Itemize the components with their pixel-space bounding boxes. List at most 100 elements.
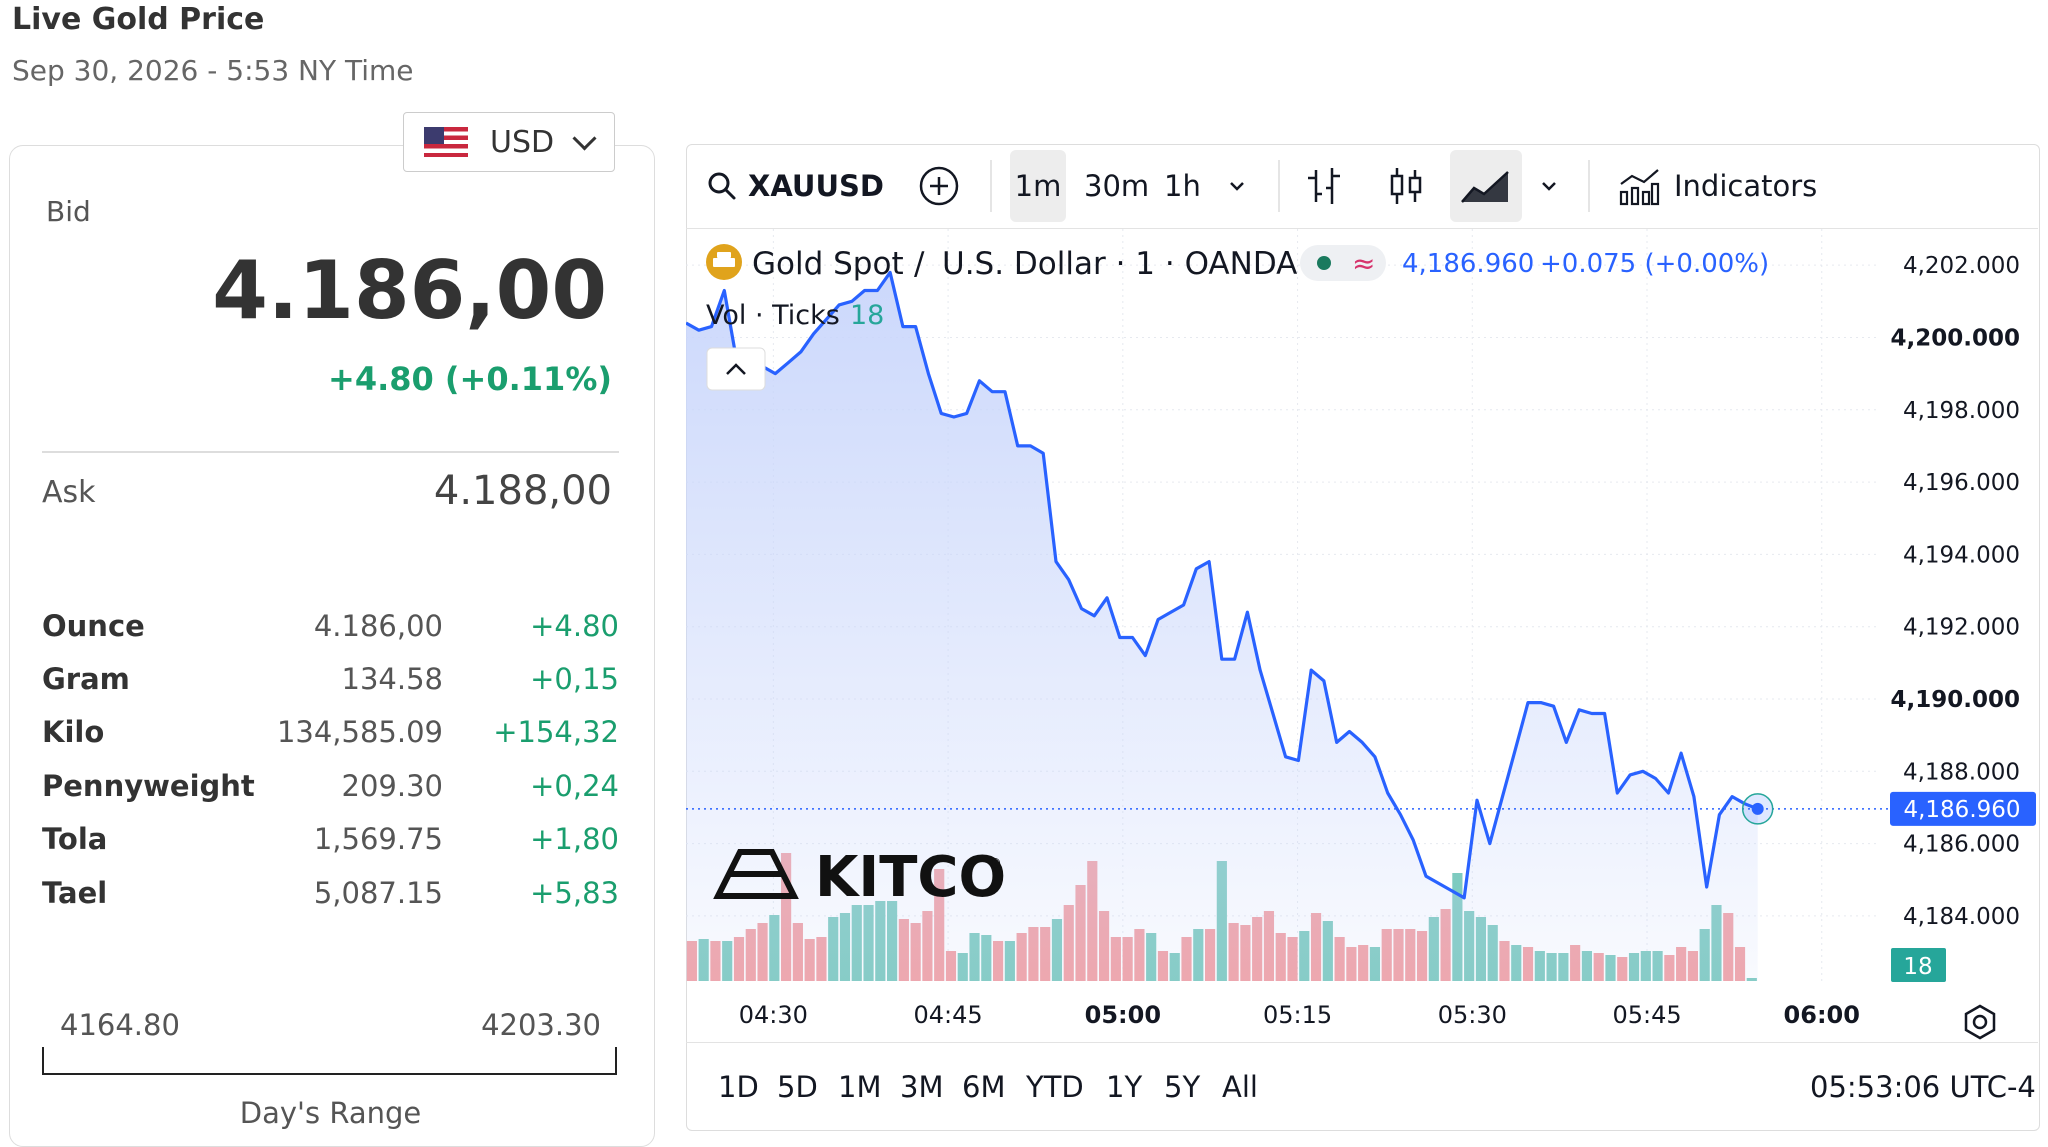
last-price-dot	[1741, 793, 1774, 825]
y-tick-label: 4,186.000	[1903, 832, 2020, 858]
range-1m[interactable]: 1M	[838, 1070, 882, 1104]
unit-price: 4.186,00	[313, 609, 443, 643]
interval-1h[interactable]: 1h	[1164, 169, 1201, 203]
indicators-button[interactable]: Indicators	[1618, 144, 1817, 228]
page-title: Live Gold Price	[12, 2, 265, 37]
x-tick-label: 04:30	[739, 1001, 808, 1029]
legend-price: 4,186.960	[1402, 249, 1534, 279]
interval-30m[interactable]: 30m	[1084, 169, 1150, 203]
plus-circle-icon	[919, 166, 959, 206]
unit-row: Kilo 134,585.09 +154,32	[42, 715, 619, 765]
y-tick-label: 4,190.000	[1891, 687, 2021, 713]
interval-1m[interactable]: 1m	[1010, 150, 1066, 222]
x-axis: 04:30 04:45 05:00 05:15 05:30 05:45 06:00	[739, 1001, 1860, 1029]
kitco-logo: KITCO ®	[713, 845, 1006, 910]
symbol-search[interactable]: XAUUSD	[706, 144, 884, 228]
currency-select[interactable]: USD	[403, 112, 615, 172]
range-5y[interactable]: 5Y	[1164, 1070, 1201, 1104]
y-tick-label: 4,188.000	[1903, 759, 2020, 785]
y-tick-label: 4,196.000	[1903, 470, 2020, 496]
range-1d[interactable]: 1D	[718, 1070, 759, 1104]
chart-type-dropdown[interactable]	[1538, 144, 1560, 228]
range-5d[interactable]: 5D	[777, 1070, 818, 1104]
unit-change: +4.80	[530, 609, 619, 643]
price-card	[9, 145, 655, 1147]
volume-legend-label: Vol · Ticks	[706, 300, 840, 331]
area-chart-icon	[1461, 171, 1509, 203]
legend-symbol-name2: U.S. Dollar · 1 · OANDA	[942, 246, 1297, 282]
unit-name: Pennyweight	[42, 769, 255, 803]
us-flag-icon	[424, 127, 468, 157]
symbol-label: XAUUSD	[748, 169, 884, 203]
axis-settings-icon[interactable]	[1964, 1004, 1996, 1040]
x-tick-label: 05:45	[1612, 1001, 1681, 1029]
y-tick-label: 4,184.000	[1903, 904, 2020, 930]
unit-row: Gram 134.58 +0,15	[42, 662, 619, 712]
compare-button[interactable]	[918, 144, 960, 228]
volume-legend-value: 18	[850, 300, 884, 331]
unit-row: Ounce 4.186,00 +4.80	[42, 609, 619, 659]
interval-dropdown[interactable]	[1226, 144, 1248, 228]
page-subtitle: Sep 30, 2026 - 5:53 NY Time	[12, 54, 414, 87]
range-ytd[interactable]: YTD	[1026, 1070, 1084, 1104]
x-tick-label: 05:00	[1085, 1001, 1161, 1029]
unit-price: 5,087.15	[313, 876, 443, 910]
price-area	[686, 272, 1758, 981]
bid-change: +4.80 (+0.11%)	[328, 360, 612, 398]
range-all[interactable]: All	[1222, 1070, 1258, 1104]
range-1y[interactable]: 1Y	[1106, 1070, 1143, 1104]
bid-price: 4.186,00	[212, 244, 607, 337]
range-6m[interactable]: 6M	[962, 1070, 1006, 1104]
indicators-icon	[1619, 169, 1660, 206]
volume-badge: 18	[1891, 948, 1946, 982]
volume-last-label: 18	[1903, 954, 1932, 980]
unit-row: Pennyweight 209.30 +0,24	[42, 769, 619, 819]
chart-toolbar: XAUUSD 1m 30m 1h	[686, 144, 2038, 229]
unit-price: 134,585.09	[276, 715, 443, 749]
unit-name: Kilo	[42, 715, 105, 749]
range-toolbar	[686, 1042, 2038, 1131]
kitco-wordmark: KITCO	[815, 845, 1006, 910]
y-tick-label: 4,198.000	[1903, 398, 2020, 424]
legend-status-pill	[1300, 245, 1386, 281]
range-3m[interactable]: 3M	[900, 1070, 944, 1104]
last-price-point	[1751, 802, 1764, 815]
unit-row: Tola 1,569.75 +1,80	[42, 822, 619, 872]
unit-change: +5,83	[530, 876, 619, 910]
bar-chart-type-button[interactable]	[1304, 144, 1344, 228]
unit-name: Tola	[42, 822, 108, 856]
search-icon	[708, 172, 736, 200]
ask-price: 4.188,00	[433, 468, 612, 514]
price-chart[interactable]: 4,202.000 4,200.000 4,198.000 4,196.000 4,19…	[686, 229, 2038, 1041]
range-low: 4164.80	[60, 1008, 180, 1042]
collapse-legend-button[interactable]	[706, 347, 766, 391]
unit-change: +154,32	[493, 715, 619, 749]
bid-label: Bid	[46, 195, 91, 228]
candles-chart-type-button[interactable]	[1386, 144, 1426, 228]
range-high: 4203.30	[481, 1008, 601, 1042]
unit-price: 134.58	[341, 662, 443, 696]
unit-change: +1,80	[530, 822, 619, 856]
area-chart-type-button[interactable]	[1450, 150, 1522, 222]
svg-text:®: ®	[988, 856, 1002, 872]
currency-code: USD	[490, 124, 555, 160]
unit-row: Tael 5,087.15 +5,83	[42, 876, 619, 926]
market-status-icon	[1317, 256, 1331, 270]
x-tick-label: 04:45	[914, 1001, 983, 1029]
y-tick-label: 4,192.000	[1903, 615, 2020, 641]
y-tick-label: 4,200.000	[1891, 325, 2021, 351]
x-tick-label: 06:00	[1784, 1001, 1860, 1029]
x-tick-label: 05:15	[1263, 1001, 1332, 1029]
approx-icon: ≈	[1352, 247, 1375, 280]
unit-name: Tael	[42, 876, 108, 910]
chevron-down-icon	[1230, 182, 1244, 191]
range-bar	[42, 1047, 617, 1075]
legend-separator: /	[914, 246, 925, 282]
legend-symbol-name: Gold Spot	[752, 246, 904, 282]
unit-price: 209.30	[341, 769, 443, 803]
last-price-label: 4,186.960	[1903, 797, 2020, 823]
unit-name: Ounce	[42, 609, 145, 643]
range-label: Day's Range	[239, 1096, 422, 1130]
unit-change: +0,24	[530, 769, 619, 803]
chevron-down-icon	[572, 125, 597, 151]
